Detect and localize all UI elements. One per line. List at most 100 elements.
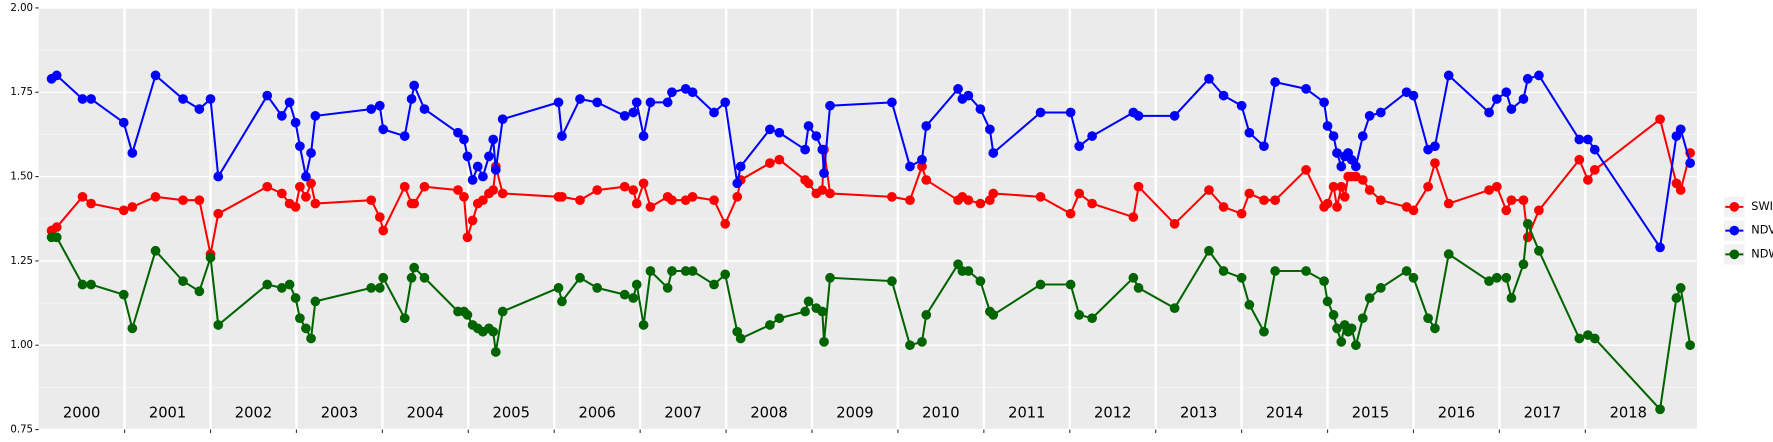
data-point (194, 195, 205, 206)
data-point (276, 188, 287, 199)
data-point (86, 94, 96, 104)
data-point (462, 232, 473, 243)
data-point (811, 131, 822, 141)
data-point (205, 94, 216, 104)
data-point (1589, 333, 1600, 344)
data-point (774, 313, 785, 324)
data-point (1087, 198, 1097, 209)
data-point (399, 313, 410, 324)
data-point (1583, 175, 1593, 185)
data-point (409, 80, 420, 91)
data-point (887, 191, 897, 202)
data-point (1443, 249, 1454, 260)
data-point (963, 90, 974, 101)
data-point (453, 127, 463, 138)
data-point (1328, 181, 1339, 192)
data-point (488, 326, 499, 337)
data-point (819, 337, 829, 347)
data-point (1518, 94, 1529, 104)
data-point (800, 306, 810, 317)
data-point (975, 276, 986, 287)
year-label: 2004 (407, 405, 444, 422)
data-point (687, 87, 698, 98)
data-point (619, 289, 630, 300)
data-point (1204, 185, 1214, 195)
legend-point (1729, 202, 1740, 212)
data-point (1259, 326, 1269, 337)
data-point (366, 195, 377, 206)
data-point (1065, 208, 1076, 219)
data-point (963, 195, 974, 206)
data-point (1364, 293, 1375, 303)
data-point (488, 185, 499, 195)
data-point (459, 134, 469, 145)
data-point (472, 161, 483, 172)
data-point (557, 191, 567, 202)
year-label: 2017 (1524, 405, 1561, 422)
data-point (1259, 141, 1269, 152)
data-point (262, 90, 273, 101)
data-point (374, 100, 385, 111)
data-point (1522, 73, 1533, 84)
legend-label: SWIR (1751, 200, 1773, 213)
data-point (803, 178, 814, 189)
data-point (825, 100, 835, 111)
data-point (301, 191, 311, 202)
data-point (1244, 299, 1255, 310)
data-point (301, 171, 311, 182)
year-label: 2013 (1180, 405, 1217, 422)
data-point (1328, 131, 1339, 141)
data-point (488, 134, 499, 145)
data-point (985, 124, 995, 135)
data-point (467, 175, 478, 185)
data-point (378, 124, 389, 135)
data-point (1133, 181, 1144, 192)
data-point (301, 323, 311, 334)
data-point (1357, 175, 1368, 185)
data-point (497, 114, 508, 125)
year-label: 2011 (1008, 405, 1045, 422)
data-point (592, 283, 603, 293)
data-point (205, 252, 216, 263)
data-point (575, 195, 585, 206)
data-point (77, 279, 88, 290)
data-point (1491, 272, 1502, 283)
data-point (1357, 313, 1368, 324)
data-point (687, 191, 698, 202)
data-point (1133, 283, 1144, 293)
data-point (709, 107, 719, 118)
data-point (825, 272, 835, 283)
data-point (774, 127, 785, 138)
data-point (1522, 218, 1533, 229)
data-point (1408, 205, 1419, 216)
data-point (1506, 293, 1517, 303)
data-point (406, 94, 417, 104)
data-point (51, 232, 62, 243)
year-label: 2012 (1094, 405, 1131, 422)
year-label: 2002 (235, 405, 272, 422)
data-point (1035, 279, 1046, 290)
data-point (1270, 77, 1280, 87)
data-point (1169, 218, 1180, 229)
data-point (680, 266, 691, 276)
year-label: 2010 (922, 405, 959, 422)
data-point (295, 181, 305, 192)
data-point (51, 70, 62, 81)
data-point (667, 195, 677, 206)
year-label: 2000 (63, 405, 100, 422)
data-point (988, 188, 999, 199)
data-point (484, 151, 494, 162)
y-tick-label: 0.75 (10, 425, 33, 436)
data-point (1574, 154, 1585, 165)
data-point (1423, 181, 1433, 192)
data-point (1270, 266, 1280, 276)
data-point (1236, 208, 1247, 219)
data-point (905, 195, 915, 206)
data-point (1336, 337, 1347, 347)
data-point (1128, 212, 1139, 222)
data-point (1236, 272, 1247, 283)
data-point (887, 276, 897, 287)
data-point (1328, 310, 1339, 320)
data-point (720, 97, 731, 108)
data-point (825, 188, 835, 199)
